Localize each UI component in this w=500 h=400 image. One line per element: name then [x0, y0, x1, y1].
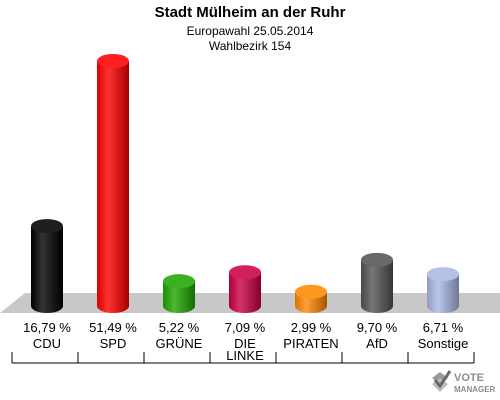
bar-body	[229, 272, 261, 313]
bar-cdu	[31, 219, 63, 313]
bar-afd	[361, 252, 393, 313]
bar-body	[31, 226, 63, 313]
category-label: CDU	[33, 336, 61, 351]
value-label: 6,71 %	[423, 320, 464, 335]
bar-grüne	[163, 274, 195, 313]
bar-piraten	[295, 284, 327, 313]
value-label: 51,49 %	[89, 320, 137, 335]
category-label: LINKE	[226, 348, 264, 363]
bar-spd	[97, 54, 129, 313]
value-label: 16,79 %	[23, 320, 71, 335]
category-label: Sonstige	[418, 336, 469, 351]
value-label: 2,99 %	[291, 320, 332, 335]
logo-word-vote: VOTE	[454, 372, 484, 384]
logo-word-manager: MANAGER	[454, 385, 496, 394]
chart-subtitle-district: Wahlbezirk 154	[208, 39, 292, 53]
check-box-icon	[432, 370, 452, 392]
chart-title: Stadt Mülheim an der Ruhr	[154, 4, 346, 21]
bar-body	[163, 281, 195, 313]
value-label: 7,09 %	[225, 320, 266, 335]
bar-body	[427, 274, 459, 313]
bar-top	[295, 284, 327, 299]
bar-top	[361, 252, 393, 267]
bar-top	[229, 265, 261, 280]
category-label: SPD	[100, 336, 127, 351]
category-label: GRÜNE	[156, 336, 203, 351]
bar-die-linke	[229, 265, 261, 313]
bar-sonstige	[427, 267, 459, 313]
bar-top	[31, 219, 63, 234]
category-label: PIRATEN	[283, 336, 338, 351]
vote-manager-logo: VOTE MANAGER	[432, 370, 496, 394]
bar-top	[97, 54, 129, 68]
bar-top	[427, 267, 459, 282]
value-label: 5,22 %	[159, 320, 200, 335]
bar-top	[163, 274, 195, 289]
chart-subtitle-election: Europawahl 25.05.2014	[186, 24, 314, 38]
category-label: DIE	[234, 336, 256, 351]
category-label: AfD	[366, 336, 388, 351]
bar-body	[97, 61, 129, 313]
bar-body	[361, 259, 393, 313]
value-label: 9,70 %	[357, 320, 398, 335]
